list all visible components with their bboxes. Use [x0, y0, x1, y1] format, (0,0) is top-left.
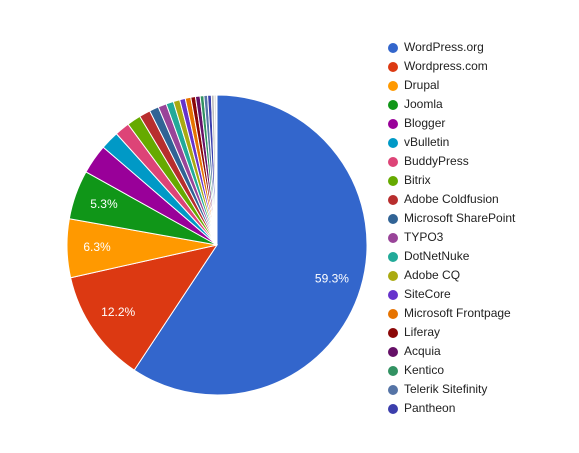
legend-label: Microsoft Frontpage — [404, 306, 511, 320]
legend-marker — [388, 309, 398, 319]
legend-label: Acquia — [404, 344, 441, 358]
legend-marker — [388, 43, 398, 53]
legend-marker — [388, 328, 398, 338]
slice-label: 59.3% — [315, 272, 349, 286]
legend-marker — [388, 138, 398, 148]
legend-marker — [388, 404, 398, 414]
legend-label: Blogger — [404, 116, 445, 130]
slice-label: 6.3% — [83, 240, 111, 254]
legend-label: Bitrix — [404, 173, 431, 187]
legend-label: Joomla — [404, 97, 443, 111]
legend-label: Adobe Coldfusion — [404, 192, 499, 206]
legend-marker — [388, 214, 398, 224]
legend-marker — [388, 62, 398, 72]
legend-label: DotNetNuke — [404, 249, 470, 263]
legend-marker — [388, 252, 398, 262]
legend-label: Wordpress.com — [404, 59, 488, 73]
legend-marker — [388, 157, 398, 167]
legend-marker — [388, 271, 398, 281]
slice-label: 5.3% — [90, 197, 118, 211]
legend-label: Microsoft SharePoint — [404, 211, 516, 225]
legend-marker — [388, 176, 398, 186]
legend-label: Drupal — [404, 78, 439, 92]
slice-label: 12.2% — [101, 305, 135, 319]
legend-label: BuddyPress — [404, 154, 469, 168]
legend-marker — [388, 366, 398, 376]
legend-label: Liferay — [404, 325, 440, 339]
legend-label: Pantheon — [404, 401, 455, 415]
legend-label: Kentico — [404, 363, 444, 377]
pie-slice — [133, 94, 368, 396]
legend-marker — [388, 233, 398, 243]
legend-marker — [388, 119, 398, 129]
legend-label: Adobe CQ — [404, 268, 460, 282]
legend-label: SiteCore — [404, 287, 451, 301]
legend-marker — [388, 81, 398, 91]
legend-label: vBulletin — [404, 135, 449, 149]
legend-label: Telerik Sitefinity — [404, 382, 487, 396]
legend-label: TYPO3 — [404, 230, 444, 244]
legend-marker — [388, 290, 398, 300]
legend-marker — [388, 385, 398, 395]
pie-slice — [215, 94, 218, 246]
legend-marker — [388, 195, 398, 205]
legend-marker — [388, 100, 398, 110]
legend-marker — [388, 347, 398, 357]
pie-slice — [70, 244, 219, 371]
legend-label: WordPress.org — [404, 40, 484, 54]
